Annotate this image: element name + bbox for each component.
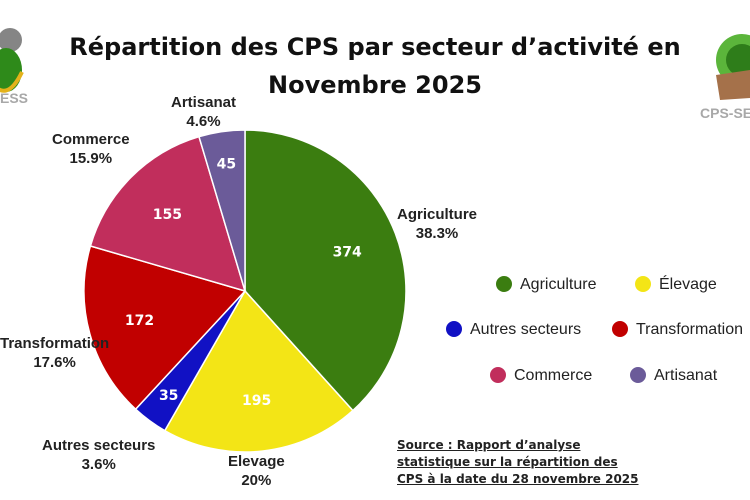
data-label: 195: [242, 393, 271, 409]
chart-title: Répartition des CPS par secteur d’activi…: [69, 33, 681, 99]
legend-swatch: [630, 367, 646, 383]
label-autres: Autres secteurs 3.6%: [42, 437, 156, 473]
data-label: 35: [159, 388, 178, 404]
data-label: 155: [153, 207, 182, 223]
label-transformation: Transformation 17.6%: [0, 335, 110, 371]
right-logo-text: CPS-SE: [700, 105, 750, 121]
legend-swatch: [446, 321, 462, 337]
source-note: Source : Rapport d’analyse statistique su…: [397, 438, 639, 486]
legend-agriculture: Agriculture: [496, 276, 596, 294]
label-elevage: Elevage 20%: [228, 453, 285, 489]
legend-transformation: Transformation: [612, 321, 743, 339]
legend-artisanat: Artisanat: [630, 367, 717, 385]
legend-elevage: Élevage: [635, 276, 717, 294]
legend-commerce: Commerce: [490, 367, 592, 385]
legend-autres: Autres secteurs: [446, 321, 581, 339]
data-label: 45: [217, 157, 236, 173]
label-artisanat: Artisanat 4.6%: [171, 94, 237, 130]
pie-slice-agriculture: [244, 129, 407, 412]
legend-swatch: [612, 321, 628, 337]
legend-swatch: [490, 367, 506, 383]
pie-slice-elevage: [163, 289, 354, 453]
data-label: 374: [333, 245, 362, 261]
label-agriculture: Agriculture 38.3%: [397, 206, 478, 242]
legend-swatch: [496, 276, 512, 292]
legend-swatch: [635, 276, 651, 292]
pie-slice-commerce: [89, 135, 247, 293]
pie-slice-artisanat: [198, 129, 246, 292]
label-commerce: Commerce 15.9%: [52, 131, 130, 167]
left-logo-text: ESS: [0, 90, 29, 106]
pie-slice-transformation: [83, 245, 247, 411]
data-label: 172: [125, 313, 154, 329]
